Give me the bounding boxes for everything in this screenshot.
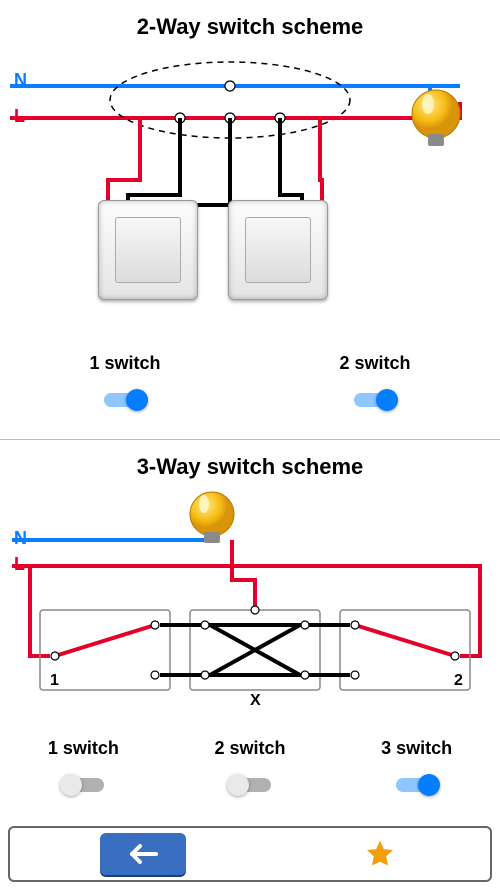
toggle-label-2w-1: 1 switch — [5, 353, 245, 374]
toggle-label-3w-3: 3 switch — [337, 738, 497, 759]
toggle-2w-1[interactable] — [100, 386, 150, 414]
two-way-title: 2-Way switch scheme — [0, 0, 500, 40]
toggle-2w-2[interactable] — [350, 386, 400, 414]
switch-num-1: 1 — [50, 672, 59, 690]
bottom-toolbar — [8, 826, 492, 882]
three-way-diagram — [0, 480, 500, 720]
bulb-3w — [184, 488, 240, 559]
switch-num-2: 2 — [454, 672, 463, 690]
toggle-label-3w-2: 2 switch — [170, 738, 330, 759]
switch-box-1 — [98, 200, 198, 300]
three-way-title: 3-Way switch scheme — [0, 440, 500, 480]
toggle-3w-3[interactable] — [392, 771, 442, 799]
toggle-label-3w-1: 1 switch — [3, 738, 163, 759]
three-way-toggle-row: 1 switch 2 switch 3 switch — [0, 738, 500, 804]
star-icon — [364, 838, 396, 870]
arrow-left-icon — [126, 842, 160, 866]
favorite-button[interactable] — [360, 834, 400, 874]
toggle-3w-1[interactable] — [58, 771, 108, 799]
toggle-3w-2[interactable] — [225, 771, 275, 799]
switch-num-x: X — [250, 692, 261, 710]
toggle-label-2w-2: 2 switch — [255, 353, 495, 374]
two-way-toggle-row: 1 switch 2 switch — [0, 353, 500, 419]
back-button[interactable] — [100, 833, 186, 875]
three-way-panel: 3-Way switch scheme N L — [0, 440, 500, 810]
switch-box-2 — [228, 200, 328, 300]
bulb-2w — [406, 86, 466, 161]
two-way-panel: 2-Way switch scheme N L — [0, 0, 500, 440]
